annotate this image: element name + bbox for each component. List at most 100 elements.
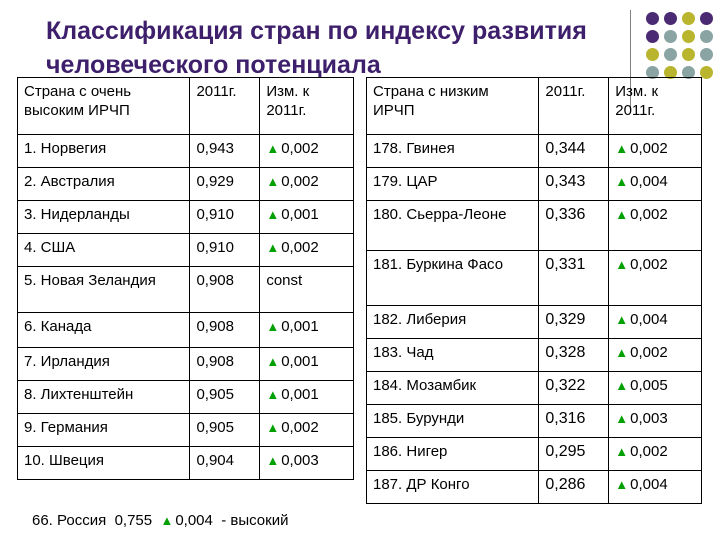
- change-cell: ▲ 0,002: [608, 200, 702, 251]
- table-header-row: Страна с очень высоким ИРЧП 2011г. Изм. к …: [16, 77, 354, 135]
- change-cell: ▲ 0,001: [259, 312, 354, 348]
- up-triangle-icon: ▲: [266, 174, 280, 189]
- table-row: 185. Бурунди 0,316 ▲ 0,003: [365, 404, 702, 438]
- change-value: const: [266, 272, 303, 289]
- index-value-cell: 0,322: [538, 371, 610, 405]
- column-header: Изм. к 2011г.: [259, 77, 354, 135]
- country-cell: 10. Швеция: [16, 446, 191, 480]
- change-cell: ▲ 0,002: [608, 250, 702, 306]
- column-header: 2011г.: [538, 77, 610, 135]
- country-cell: 183. Чад: [365, 338, 540, 372]
- footnote-label: - высокий: [221, 512, 289, 529]
- change-cell: ▲ 0,004: [608, 167, 702, 201]
- table-row: 8. Лихтенштейн 0,905 ▲ 0,001: [16, 380, 354, 414]
- country-cell: 6. Канада: [16, 312, 191, 348]
- change-cell: ▲ 0,002: [259, 413, 354, 447]
- up-triangle-icon: ▲: [615, 207, 629, 222]
- column-header: 2011г.: [189, 77, 261, 135]
- change-cell: ▲ 0,001: [259, 380, 354, 414]
- country-cell: 187. ДР Конго: [365, 470, 540, 504]
- change-cell: ▲ 0,001: [259, 200, 354, 234]
- change-value: 0,002: [630, 256, 668, 273]
- table-row: 178. Гвинея 0,344 ▲ 0,002: [365, 134, 702, 168]
- index-value-cell: 0,908: [189, 347, 261, 381]
- change-value: 0,002: [630, 344, 668, 361]
- index-value-cell: 0,908: [189, 266, 261, 313]
- decorative-dot: [646, 48, 659, 61]
- very-high-hdi-table: Страна с очень высоким ИРЧП 2011г. Изм. к …: [16, 77, 354, 480]
- table-header-row: Страна с низким ИРЧП 2011г. Изм. к 2011г.: [365, 77, 702, 135]
- change-value: 0,002: [281, 419, 319, 436]
- decorative-dot: [682, 30, 695, 43]
- table-row: 184. Мозамбик 0,322 ▲ 0,005: [365, 371, 702, 405]
- decorative-dot: [682, 48, 695, 61]
- country-cell: 185. Бурунди: [365, 404, 540, 438]
- index-value-cell: 0,910: [189, 200, 261, 234]
- change-value: 0,004: [630, 476, 668, 493]
- index-value-cell: 0,905: [189, 413, 261, 447]
- country-cell: 184. Мозамбик: [365, 371, 540, 405]
- table-row: 10. Швеция 0,904 ▲ 0,003: [16, 446, 354, 480]
- table-row: 6. Канада 0,908 ▲ 0,001: [16, 312, 354, 348]
- index-value-cell: 0,331: [538, 250, 610, 306]
- footnote-value: 0,755: [114, 512, 153, 529]
- index-value-cell: 0,295: [538, 437, 610, 471]
- change-value: 0,001: [281, 386, 319, 403]
- index-value-cell: 0,929: [189, 167, 261, 201]
- index-value-cell: 0,286: [538, 470, 610, 504]
- footnote-country: 66. Россия: [32, 512, 107, 529]
- low-hdi-table: Страна с низким ИРЧП 2011г. Изм. к 2011г. 1…: [365, 77, 702, 504]
- change-value: 0,004: [630, 173, 668, 190]
- change-cell: ▲ 0,003: [259, 446, 354, 480]
- index-value-cell: 0,910: [189, 233, 261, 267]
- column-header: Страна с очень высоким ИРЧП: [16, 77, 191, 135]
- table-row: 181. Буркина Фасо 0,331 ▲ 0,002: [365, 250, 702, 306]
- decorative-dot: [700, 30, 713, 43]
- change-cell: ▲ 0,003: [608, 404, 702, 438]
- index-value-cell: 0,904: [189, 446, 261, 480]
- change-value: 0,002: [630, 206, 668, 223]
- change-value: 0,002: [281, 140, 319, 157]
- country-cell: 178. Гвинея: [365, 134, 540, 168]
- change-cell: ▲ 0,002: [259, 134, 354, 168]
- up-triangle-icon: ▲: [615, 444, 629, 459]
- country-cell: 186. Нигер: [365, 437, 540, 471]
- change-cell: ▲ 0,004: [608, 470, 702, 504]
- country-cell: 4. США: [16, 233, 191, 267]
- decorative-dot: [646, 66, 659, 79]
- table-row: 4. США 0,910 ▲ 0,002: [16, 233, 354, 267]
- title-divider-line: [630, 10, 631, 110]
- change-value: 0,003: [630, 410, 668, 427]
- country-cell: 3. Нидерланды: [16, 200, 191, 234]
- change-cell: ▲ 0,002: [608, 437, 702, 471]
- decorative-dot: [682, 12, 695, 25]
- change-cell: ▲ 0,002: [259, 167, 354, 201]
- footnote-change: 0,004: [175, 512, 213, 529]
- up-triangle-icon: ▲: [266, 420, 280, 435]
- index-value-cell: 0,336: [538, 200, 610, 251]
- up-triangle-icon: ▲: [266, 207, 280, 222]
- change-value: 0,003: [281, 452, 319, 469]
- table-row: 5. Новая Зеландия 0,908 const: [16, 266, 354, 313]
- table-row: 2. Австралия 0,929 ▲ 0,002: [16, 167, 354, 201]
- decorative-dot: [664, 48, 677, 61]
- change-cell: ▲ 0,002: [608, 134, 702, 168]
- country-cell: 180. Сьерра-Леоне: [365, 200, 540, 251]
- russia-footnote: 66. Россия 0,755 ▲ 0,004 - высокий: [32, 512, 288, 529]
- index-value-cell: 0,905: [189, 380, 261, 414]
- table-row: 186. Нигер 0,295 ▲ 0,002: [365, 437, 702, 471]
- up-triangle-icon: ▲: [266, 240, 280, 255]
- country-cell: 179. ЦАР: [365, 167, 540, 201]
- up-triangle-icon: ▲: [160, 513, 174, 528]
- change-cell: ▲ 0,005: [608, 371, 702, 405]
- change-value: 0,002: [630, 140, 668, 157]
- table-row: 180. Сьерра-Леоне 0,336 ▲ 0,002: [365, 200, 702, 251]
- index-value-cell: 0,908: [189, 312, 261, 348]
- change-value: 0,004: [630, 311, 668, 328]
- country-cell: 9. Германия: [16, 413, 191, 447]
- index-value-cell: 0,943: [189, 134, 261, 168]
- index-value-cell: 0,343: [538, 167, 610, 201]
- country-cell: 182. Либерия: [365, 305, 540, 339]
- country-cell: 8. Лихтенштейн: [16, 380, 191, 414]
- up-triangle-icon: ▲: [615, 411, 629, 426]
